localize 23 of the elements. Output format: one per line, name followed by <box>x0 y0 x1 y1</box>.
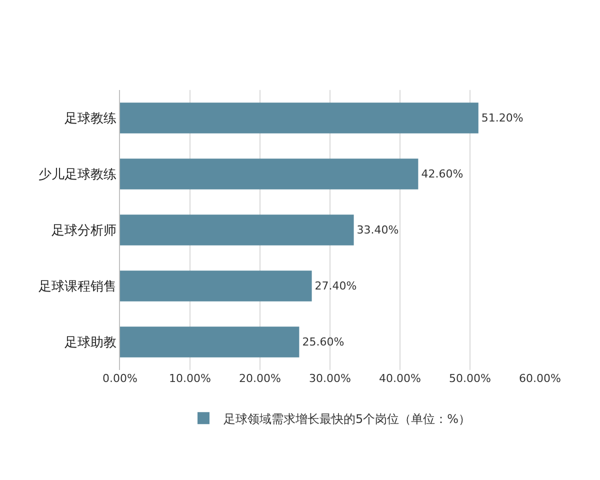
y-tick-label: 足球助教 <box>64 336 116 351</box>
bar <box>120 326 300 358</box>
x-tick-label: 0.00% <box>102 372 138 385</box>
y-tick-label: 足球分析师 <box>51 224 116 239</box>
y-tick-label: 足球教练 <box>64 112 116 127</box>
data-label: 42.60% <box>421 168 464 180</box>
y-tick-label: 少儿足球教练 <box>38 168 116 183</box>
bar <box>120 102 478 134</box>
data-label: 25.60% <box>302 336 344 348</box>
legend-label: 足球领域需求增长最快的5个岗位（单位：%） <box>224 412 471 426</box>
data-label: 33.40% <box>356 224 399 236</box>
x-tick-label: 30.00% <box>309 372 351 385</box>
bar <box>120 214 354 246</box>
x-tick-label: 20.00% <box>239 372 281 385</box>
x-tick-label: 60.00% <box>519 372 561 385</box>
x-tick-label: 10.00% <box>169 372 211 385</box>
bar <box>120 158 418 190</box>
bar <box>120 270 312 302</box>
x-tick-label: 50.00% <box>449 372 491 385</box>
data-label: 51.20% <box>481 112 524 124</box>
y-tick-label: 足球课程销售 <box>38 280 116 295</box>
x-tick-label: 40.00% <box>379 372 421 385</box>
data-label: 27.40% <box>314 280 357 292</box>
